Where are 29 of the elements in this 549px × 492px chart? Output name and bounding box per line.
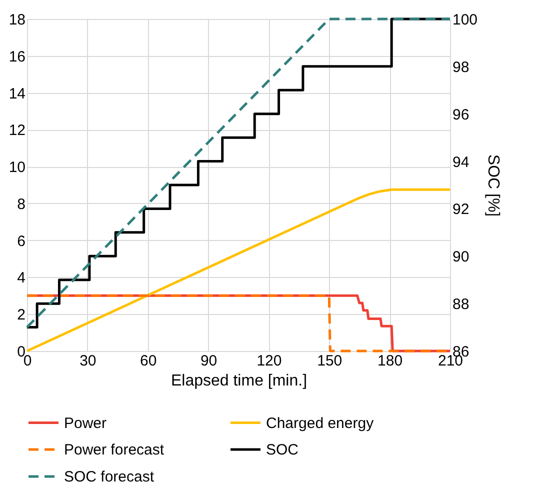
y-tick-label: 16: [8, 48, 26, 66]
legend-label: Charged energy: [266, 414, 374, 432]
y2-tick-label: 88: [452, 296, 470, 314]
y2-tick-label: 96: [452, 106, 470, 124]
x-axis-title: Elapsed time [min.]: [170, 372, 308, 390]
y2-tick-label: 94: [452, 154, 470, 171]
x-tick-label: 150: [317, 352, 342, 370]
y-tick-label: 8: [17, 196, 26, 213]
y-tick-label: 12: [8, 122, 26, 140]
legend-label: SOC: [266, 442, 299, 458]
y2-tick-label: 92: [452, 201, 470, 218]
x-tick-label: 60: [140, 352, 157, 370]
y2-axis-title: SOC [%]: [484, 154, 502, 217]
x-tick-label: 90: [200, 352, 218, 370]
legend-label: Power: [64, 414, 107, 432]
y-tick-label: 4: [17, 270, 26, 287]
y-tick-label: 2: [17, 306, 26, 324]
y-tick-label: 10: [8, 159, 26, 176]
x-tick-label: 180: [378, 352, 403, 370]
y2-tick-label: 98: [452, 58, 470, 76]
legend-label: SOC forecast: [64, 468, 155, 486]
x-tick-label: 120: [256, 352, 282, 370]
y2-tick-label: 100: [452, 12, 478, 28]
y-tick-label: 18: [8, 12, 26, 28]
y-tick-label: 14: [8, 85, 26, 102]
legend-label: Power forecast: [64, 442, 165, 458]
y-tick-label: 6: [17, 232, 26, 250]
x-tick-label: 30: [80, 352, 96, 370]
y2-tick-label: 90: [452, 248, 470, 266]
